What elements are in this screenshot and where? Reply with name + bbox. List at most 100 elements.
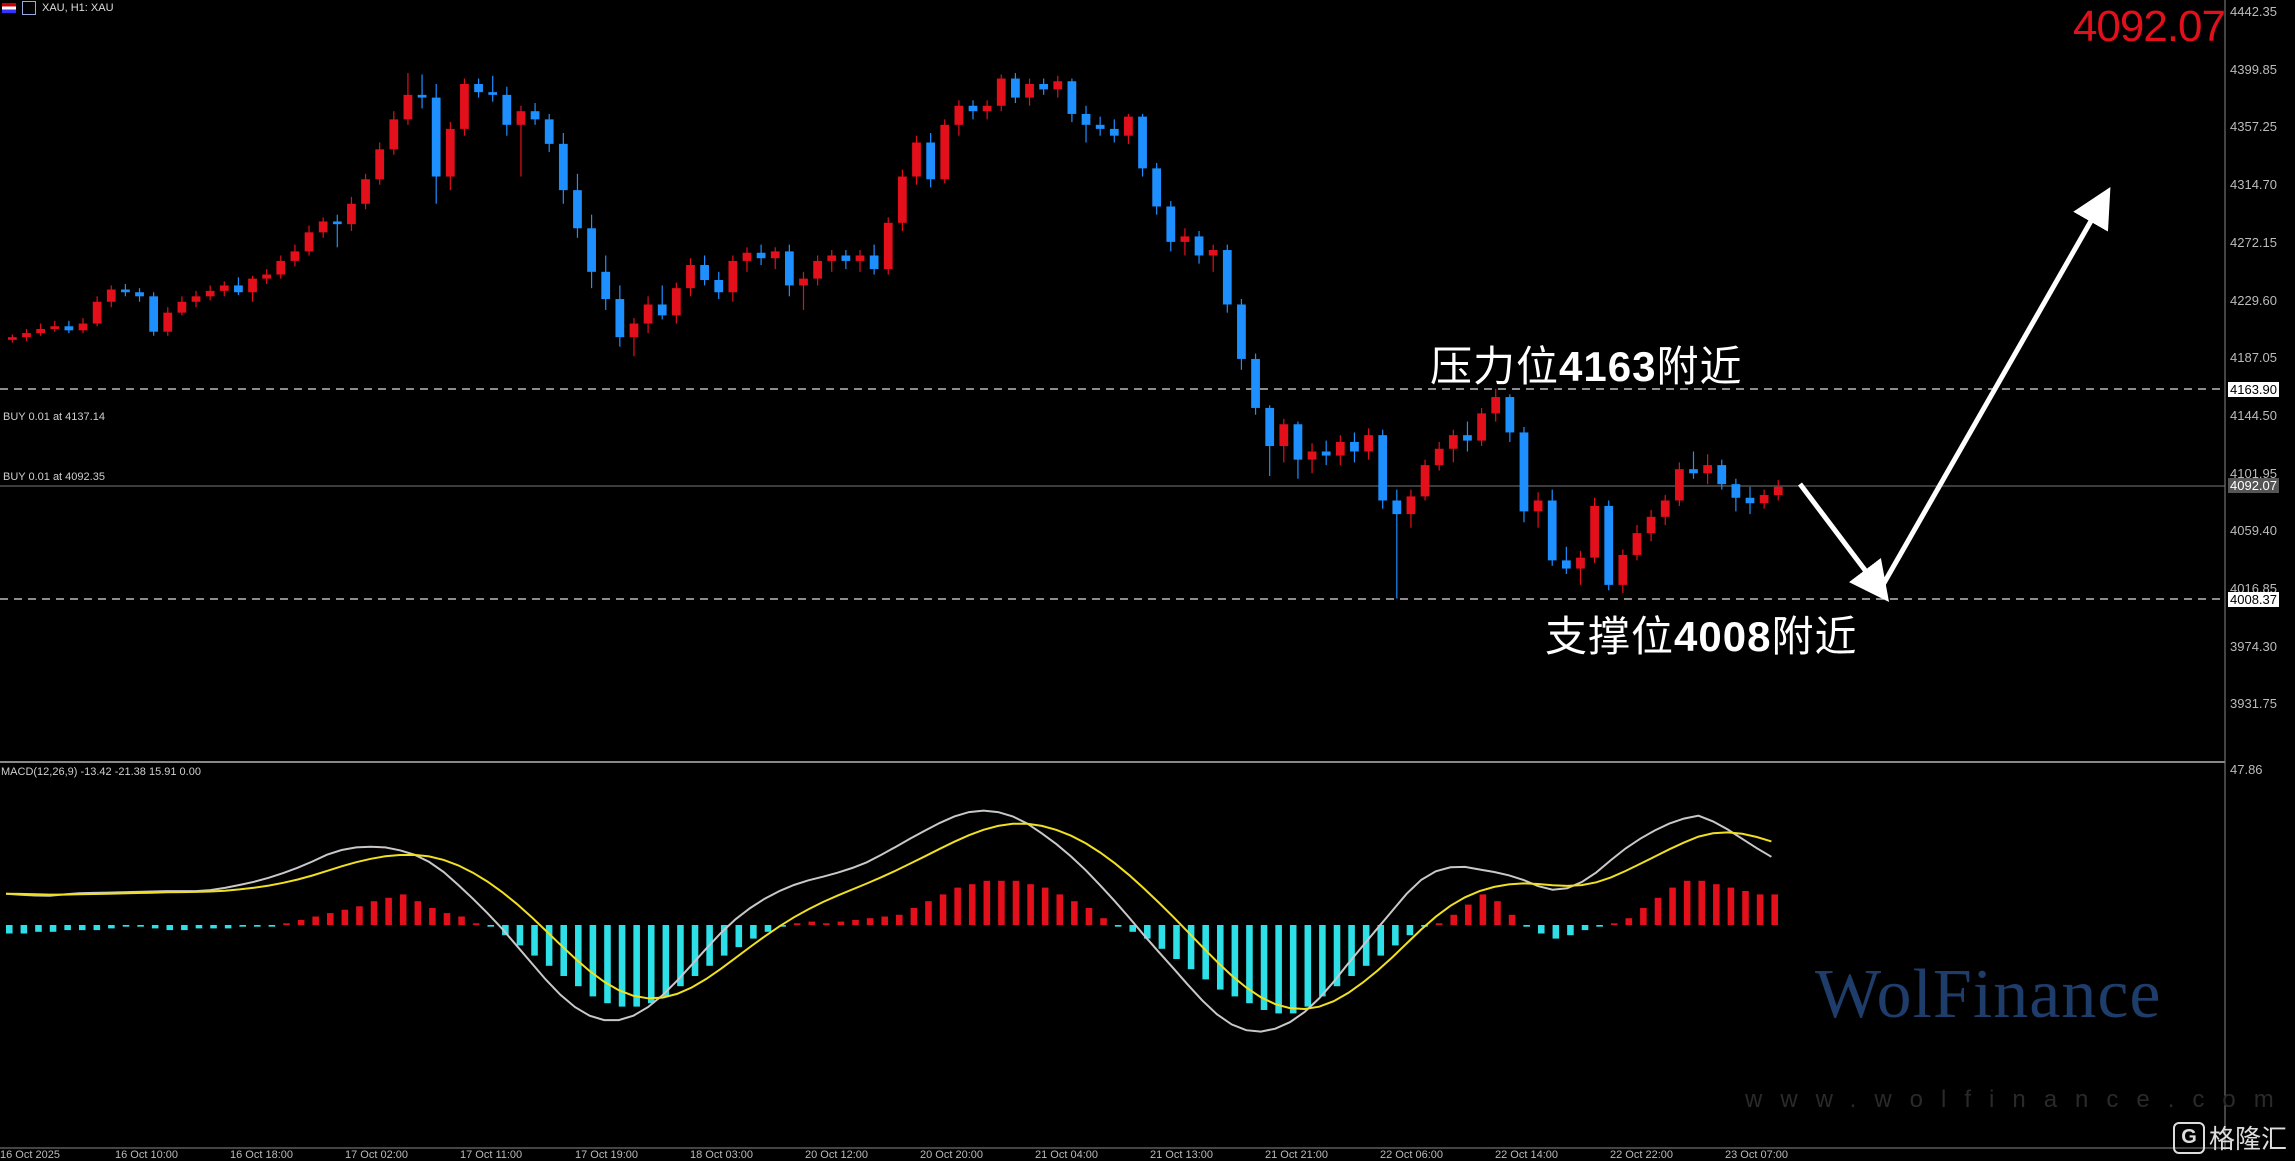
candle [587,214,596,289]
time-axis-label: 23 Oct 07:00 [1725,1149,1788,1161]
candle [1561,546,1571,574]
candle [601,255,611,310]
candle [1759,489,1769,509]
candle [996,74,1006,112]
macd-bar [983,880,991,925]
macd-bar [1129,925,1137,932]
candle [304,225,314,256]
macd-histogram [6,880,1778,1014]
candle [332,214,342,248]
macd-bar [1246,925,1253,1004]
candle [728,255,738,302]
candle [1604,500,1614,591]
candle [1265,405,1275,476]
macd-bar [1435,923,1443,925]
resistance-annotation: 压力位4163附近 [1430,342,1743,391]
candle [1321,440,1331,466]
candle [1646,510,1656,542]
candle [1208,244,1218,272]
order-line-label[interactable]: BUY 0.01 at 4137.14 [3,411,105,423]
macd-bar [137,925,144,927]
candle [1095,116,1105,136]
macd-bar [195,925,203,929]
macd-bar [939,894,947,925]
macd-bar [1523,925,1530,927]
macd-bar [691,925,699,976]
candle [671,282,681,324]
time-axis-label: 16 Oct 2025 [0,1149,60,1161]
candle [1378,429,1388,509]
candle [248,275,257,302]
macd-bar [1304,925,1312,1007]
candle [1307,443,1317,474]
macd-bar [1275,925,1282,1014]
candle [1463,421,1472,452]
candle [912,135,921,185]
candle [318,217,328,238]
macd-bar [808,921,816,925]
current-price-display: 4092.07 [2072,2,2226,51]
candle [530,103,540,125]
candle [1406,489,1416,528]
macd-bar [764,925,772,932]
price-axis-label: 4144.50 [2230,407,2277,423]
candle [149,292,159,336]
gelonghui-brand: G 格隆汇 [2172,1119,2287,1156]
candle [36,323,46,336]
candle [1773,480,1783,501]
time-axis-label: 16 Oct 10:00 [115,1149,178,1161]
down-arrow [1798,482,1890,602]
macd-bar [516,925,524,946]
candle [926,132,936,188]
macd-bar [954,887,961,925]
macd-bar [1348,925,1355,976]
macd-bar [531,925,538,956]
candle [1293,421,1303,479]
candle [643,296,653,334]
candle [558,132,568,204]
candle [474,78,483,98]
macd-bar [268,925,276,927]
candle [121,284,130,297]
macd-bar [662,925,670,997]
candle [417,74,427,109]
candle [1448,429,1458,463]
candle [1081,105,1091,143]
candle [686,258,695,297]
macd-bar [341,909,349,925]
time-axis-label: 16 Oct 18:00 [230,1149,293,1161]
candle [1067,78,1077,123]
signal-line [5,822,1772,1011]
time-axis-label: 20 Oct 20:00 [920,1149,983,1161]
candle [163,307,173,336]
macd-indicator-label: MACD(12,26,9) -13.42 -21.38 15.91 0.00 [1,766,201,778]
macd-bar [224,925,232,929]
candle [488,75,498,102]
macd-bar [1012,880,1020,925]
candle [1703,454,1712,485]
candle [347,196,356,231]
current-price-tag: 4092.07 [2228,478,2279,493]
candle [50,320,60,332]
macd-bar [1756,894,1764,925]
macd-bar [1289,925,1297,1014]
candle [1731,478,1741,512]
order-line-label[interactable]: BUY 0.01 at 4092.35 [3,471,105,483]
price-axis-label: 4399.85 [2230,61,2277,77]
candle [1618,549,1628,594]
macd-bar [1041,887,1049,925]
macd-bar [151,925,159,929]
macd-bar [1158,925,1166,949]
macd-bar [823,923,830,925]
macd-bar [166,925,174,931]
macd-bar [122,925,130,927]
candle [1519,426,1529,523]
macd-bar [487,925,495,927]
macd-bar [429,908,436,925]
macd-bar [1144,925,1151,939]
macd-bar [1669,887,1676,925]
time-axis-label: 18 Oct 03:00 [690,1149,753,1161]
macd-bar [297,919,305,925]
candle [742,247,752,272]
